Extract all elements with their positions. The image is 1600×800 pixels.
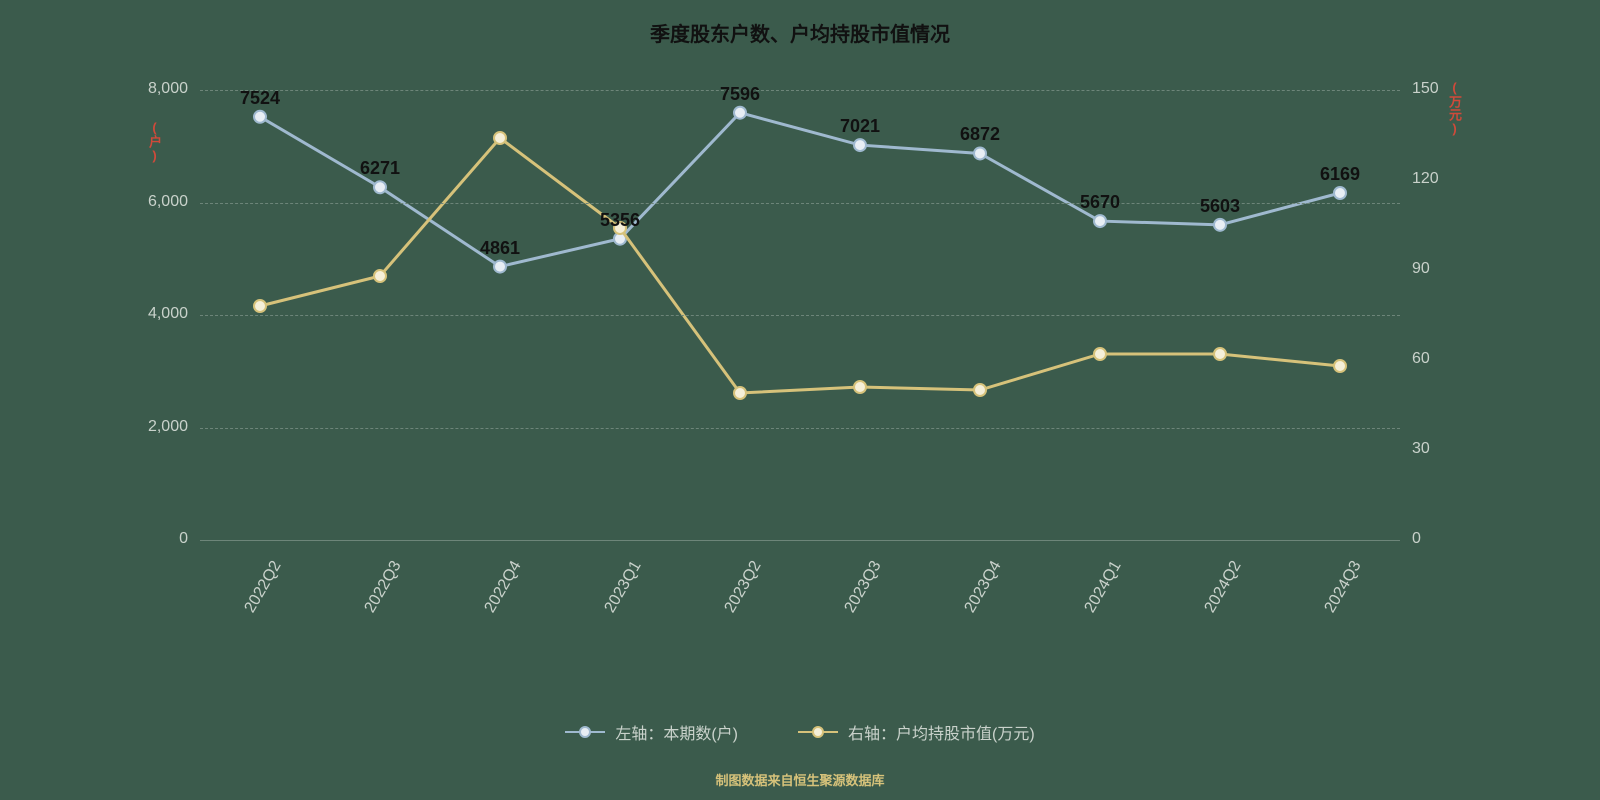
series-marker <box>734 387 746 399</box>
legend-swatch <box>565 725 605 739</box>
y-right-tick-label: 120 <box>1412 170 1439 188</box>
series-marker <box>374 181 386 193</box>
x-tick-label: 2023Q3 <box>840 558 886 619</box>
data-point-label: 5670 <box>1080 192 1120 213</box>
y-left-tick-label: 6,000 <box>148 193 188 211</box>
gridline <box>200 428 1400 429</box>
series-marker <box>854 381 866 393</box>
x-tick-label: 2024Q1 <box>1080 558 1126 619</box>
y-left-tick-label: 8,000 <box>148 80 188 98</box>
y-right-tick-label: 60 <box>1412 350 1430 368</box>
x-tick-label: 2023Q2 <box>720 558 766 619</box>
legend-label: 右轴：户均持股市值(万元) <box>848 720 1035 744</box>
data-point-label: 5603 <box>1200 196 1240 217</box>
series-marker <box>494 261 506 273</box>
chart-title: 季度股东户数、户均持股市值情况 <box>0 18 1600 47</box>
series-marker <box>1094 215 1106 227</box>
series-marker <box>1094 348 1106 360</box>
y-left-unit-label: (户) <box>145 120 164 163</box>
legend-swatch <box>798 725 838 739</box>
dual-axis-line-chart: 季度股东户数、户均持股市值情况 7524 6271 4861 5356 7596 7021… <box>0 0 1600 800</box>
data-point-label: 5356 <box>600 210 640 231</box>
gridline <box>200 315 1400 316</box>
series-marker <box>1334 360 1346 372</box>
data-point-label: 6169 <box>1320 164 1360 185</box>
series-marker <box>1334 187 1346 199</box>
data-point-label: 6271 <box>360 158 400 179</box>
series-line <box>260 113 1340 267</box>
gridline <box>200 90 1400 91</box>
series-line <box>260 138 1340 393</box>
gridline <box>200 540 1400 541</box>
x-tick-label: 2022Q3 <box>360 558 406 619</box>
y-left-tick-label: 0 <box>179 530 188 548</box>
series-marker <box>974 147 986 159</box>
series-marker <box>254 300 266 312</box>
data-point-label: 7021 <box>840 116 880 137</box>
y-right-tick-label: 90 <box>1412 260 1430 278</box>
series-marker <box>1214 219 1226 231</box>
y-right-unit-label: (万元) <box>1445 80 1464 136</box>
series-marker <box>374 270 386 282</box>
data-point-label: 7524 <box>240 88 280 109</box>
plot-area: 7524627148615356759670216872567056036169 <box>200 90 1400 540</box>
y-left-tick-label: 4,000 <box>148 305 188 323</box>
x-tick-label: 2024Q3 <box>1320 558 1366 619</box>
data-point-label: 6872 <box>960 124 1000 145</box>
y-right-tick-label: 0 <box>1412 530 1421 548</box>
legend-item: 左轴：本期数(户) <box>565 720 738 744</box>
y-right-tick-label: 30 <box>1412 440 1430 458</box>
data-point-label: 4861 <box>480 238 520 259</box>
series-marker <box>854 139 866 151</box>
x-tick-label: 2022Q2 <box>240 558 286 619</box>
series-marker <box>254 111 266 123</box>
legend-label: 左轴：本期数(户) <box>615 720 738 744</box>
series-marker <box>494 132 506 144</box>
x-tick-label: 2023Q1 <box>600 558 646 619</box>
legend: 左轴：本期数(户) 右轴：户均持股市值(万元) <box>0 720 1600 744</box>
y-right-tick-label: 150 <box>1412 80 1439 98</box>
data-source-footer: 制图数据来自恒生聚源数据库 <box>0 770 1600 789</box>
x-tick-label: 2023Q4 <box>960 558 1006 619</box>
legend-item: 右轴：户均持股市值(万元) <box>798 720 1035 744</box>
series-marker <box>1214 348 1226 360</box>
x-tick-label: 2024Q2 <box>1200 558 1246 619</box>
y-left-tick-label: 2,000 <box>148 418 188 436</box>
x-tick-label: 2022Q4 <box>480 558 526 619</box>
series-marker <box>734 107 746 119</box>
data-point-label: 7596 <box>720 84 760 105</box>
series-marker <box>974 384 986 396</box>
